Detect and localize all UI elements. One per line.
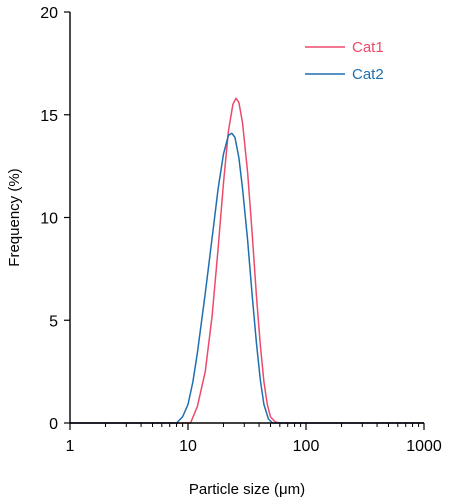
y-tick-label: 0: [49, 416, 58, 433]
legend-label-cat2: Cat2: [352, 66, 384, 83]
y-ticks: 0 5 10 15 20: [40, 5, 70, 433]
legend: Cat1 Cat2: [305, 39, 384, 83]
legend-label-cat1: Cat1: [352, 39, 384, 56]
y-tick-label: 20: [40, 5, 58, 22]
x-tick-label: 10: [179, 438, 197, 455]
y-tick-label: 5: [49, 313, 58, 330]
x-tick-label: 1000: [406, 438, 442, 455]
x-tick-label: 100: [293, 438, 320, 455]
series-layer: [70, 97, 424, 424]
x-axis-label: Particle size (μm): [189, 481, 305, 498]
y-tick-label: 15: [40, 108, 58, 125]
y-axis-label: Frequency (%): [6, 168, 23, 266]
x-tick-label: 1: [66, 438, 75, 455]
y-tick-label: 10: [40, 211, 58, 228]
x-ticks: 1 10 100 1000: [66, 423, 442, 455]
series-line-cat2: [70, 132, 424, 424]
series-line-cat1: [70, 97, 424, 424]
